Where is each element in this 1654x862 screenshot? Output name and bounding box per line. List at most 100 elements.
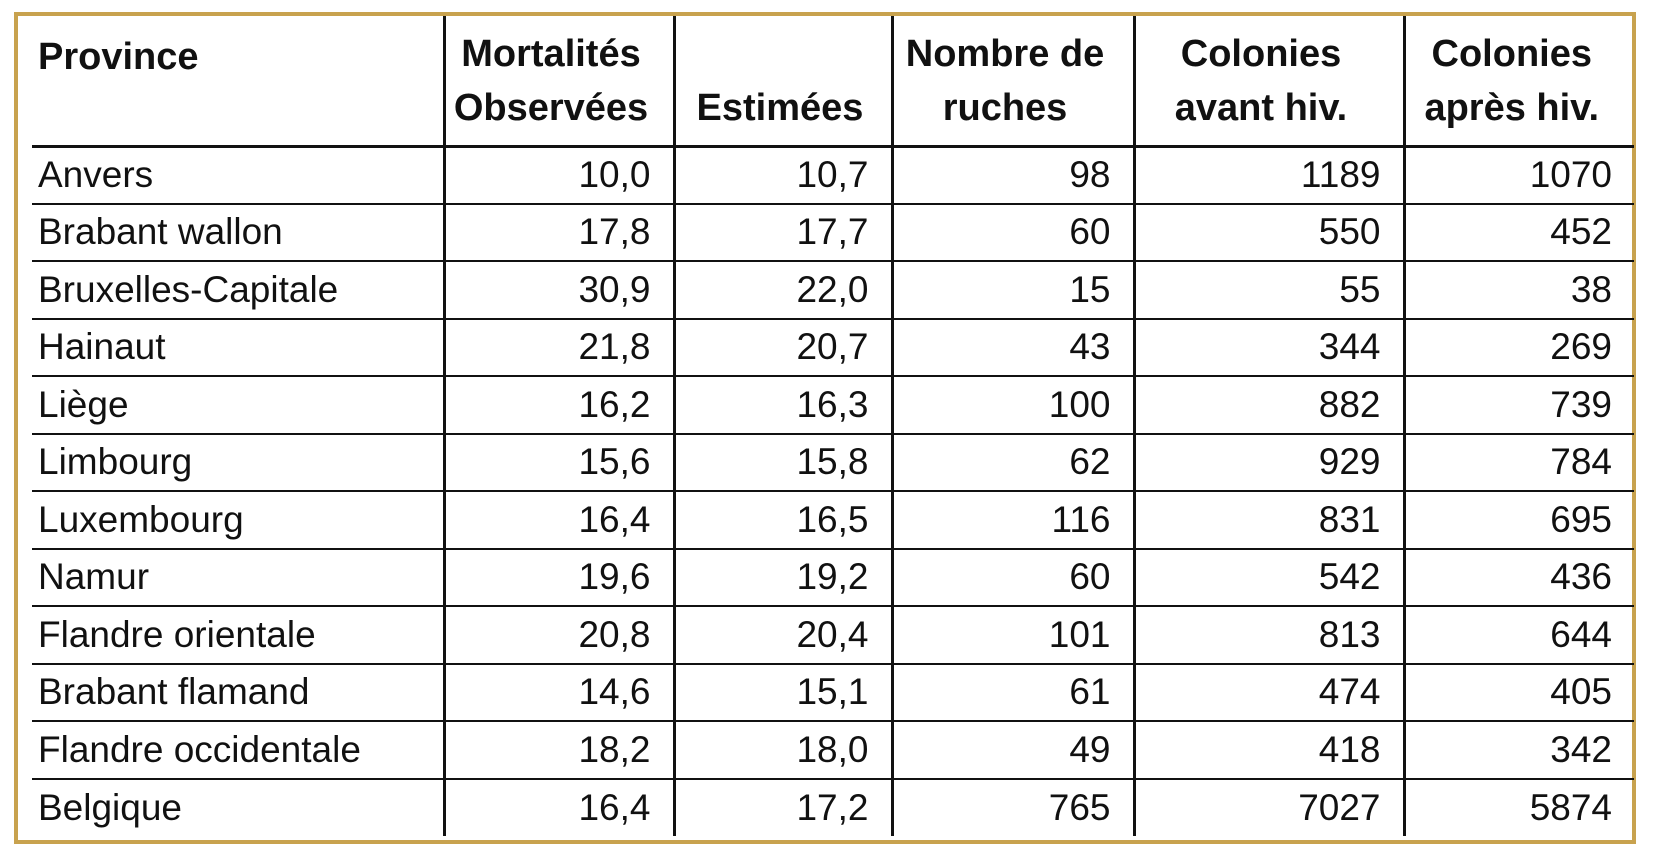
cell-estimees: 19,2 [672, 548, 892, 607]
cell-province: Brabant wallon [32, 203, 444, 262]
cell-apres: 695 [1402, 491, 1634, 550]
table-row: Hainaut 21,8 20,7 43 344 269 [32, 318, 1634, 377]
cell-observees: 21,8 [442, 318, 674, 377]
header-mortalites-label: Mortalités [461, 32, 641, 75]
cell-apres: 452 [1402, 203, 1634, 262]
header-observees-label: Observées [453, 86, 649, 129]
header-row: Province Mortalités Observées Estimées N… [32, 16, 1634, 148]
cell-province: Namur [32, 548, 444, 607]
cell-observees: 10,0 [442, 146, 674, 205]
cell-estimees: 16,3 [672, 376, 892, 435]
cell-apres: 405 [1402, 663, 1634, 722]
header-nombre-label: Nombre de [905, 32, 1105, 75]
cell-apres: 1070 [1402, 146, 1634, 205]
cell-avant: 542 [1132, 548, 1404, 607]
cell-avant: 813 [1132, 606, 1404, 665]
cell-avant: 474 [1132, 663, 1404, 722]
table-row-total: Belgique 16,4 17,2 765 7027 5874 [32, 778, 1634, 836]
cell-ruches: 60 [890, 203, 1134, 262]
cell-ruches: 100 [890, 376, 1134, 435]
cell-province: Belgique [38, 786, 183, 828]
cell-observees: 19,6 [442, 548, 674, 607]
cell-observees: 16,2 [442, 376, 674, 435]
cell-apres: 5874 [1402, 778, 1634, 836]
table-row: Brabant wallon 17,8 17,7 60 550 452 [32, 203, 1634, 262]
cell-estimees: 17,7 [672, 203, 892, 262]
header-ruches-label: ruches [942, 86, 1068, 129]
cell-province: Flandre orientale [32, 606, 444, 665]
header-province-label: Province [38, 36, 199, 78]
header-colonies-avant-label-1: Colonies [1180, 32, 1342, 75]
cell-observees: 16,4 [442, 778, 674, 836]
cell-avant: 882 [1132, 376, 1404, 435]
cell-estimees: 20,4 [672, 606, 892, 665]
table-row: Luxembourg 16,4 16,5 116 831 695 [32, 491, 1634, 550]
cell-province: Flandre occidentale [32, 721, 444, 780]
cell-ruches: 43 [890, 318, 1134, 377]
cell-observees: 17,8 [442, 203, 674, 262]
cell-apres: 784 [1402, 433, 1634, 492]
cell-apres: 38 [1402, 261, 1634, 320]
cell-observees: 20,8 [442, 606, 674, 665]
table-row: Flandre orientale 20,8 20,4 101 813 644 [32, 606, 1634, 665]
cell-avant: 418 [1132, 721, 1404, 780]
cell-apres: 644 [1402, 606, 1634, 665]
header-estimees: Estimées [672, 16, 892, 148]
cell-province: Hainaut [32, 318, 444, 377]
cell-ruches: 101 [890, 606, 1134, 665]
cell-avant: 550 [1132, 203, 1404, 262]
cell-avant: 831 [1132, 491, 1404, 550]
cell-estimees: 22,0 [672, 261, 892, 320]
table-row: Liège 16,2 16,3 100 882 739 [32, 376, 1634, 435]
cell-ruches: 116 [890, 491, 1134, 550]
cell-estimees: 16,5 [672, 491, 892, 550]
table-row: Limbourg 15,6 15,8 62 929 784 [32, 433, 1634, 492]
cell-observees: 30,9 [442, 261, 674, 320]
cell-ruches: 62 [890, 433, 1134, 492]
cell-avant: 55 [1132, 261, 1404, 320]
header-colonies-apres-label-2: après hiv. [1424, 86, 1600, 129]
header-estimees-label: Estimées [696, 86, 864, 129]
cell-apres: 436 [1402, 548, 1634, 607]
mortality-table: Province Mortalités Observées Estimées N… [32, 16, 1634, 836]
cell-province: Brabant flamand [32, 663, 444, 722]
header-colonies-avant: Colonies avant hiv. [1132, 16, 1404, 148]
table-frame: Province Mortalités Observées Estimées N… [14, 12, 1636, 844]
cell-province: Luxembourg [32, 491, 444, 550]
table-row: Brabant flamand 14,6 15,1 61 474 405 [32, 663, 1634, 722]
cell-estimees: 18,0 [672, 721, 892, 780]
cell-province: Limbourg [32, 433, 444, 492]
cell-ruches: 765 [890, 778, 1134, 836]
cell-apres: 739 [1402, 376, 1634, 435]
cell-apres: 269 [1402, 318, 1634, 377]
header-colonies-apres: Colonies après hiv. [1402, 16, 1634, 148]
cell-ruches: 60 [890, 548, 1134, 607]
cell-province: Bruxelles-Capitale [32, 261, 444, 320]
cell-ruches: 61 [890, 663, 1134, 722]
cell-estimees: 15,8 [672, 433, 892, 492]
cell-avant: 1189 [1132, 146, 1404, 205]
cell-observees: 18,2 [442, 721, 674, 780]
header-province: Province [32, 16, 444, 148]
cell-ruches: 49 [890, 721, 1134, 780]
cell-observees: 14,6 [442, 663, 674, 722]
cell-avant: 344 [1132, 318, 1404, 377]
cell-avant: 929 [1132, 433, 1404, 492]
header-nombre-ruches: Nombre de ruches [890, 16, 1134, 148]
table-row: Anvers 10,0 10,7 98 1189 1070 [32, 146, 1634, 205]
header-colonies-avant-label-2: avant hiv. [1174, 86, 1348, 129]
cell-ruches: 98 [890, 146, 1134, 205]
header-colonies-apres-label-1: Colonies [1431, 32, 1592, 75]
cell-avant: 7027 [1132, 778, 1404, 836]
cell-apres: 342 [1402, 721, 1634, 780]
cell-province: Anvers [32, 146, 444, 205]
cell-estimees: 10,7 [672, 146, 892, 205]
cell-province: Liège [32, 376, 444, 435]
table-row: Namur 19,6 19,2 60 542 436 [32, 548, 1634, 607]
table-row: Flandre occidentale 18,2 18,0 49 418 342 [32, 721, 1634, 780]
table-row: Bruxelles-Capitale 30,9 22,0 15 55 38 [32, 261, 1634, 320]
cell-estimees: 20,7 [672, 318, 892, 377]
cell-ruches: 15 [890, 261, 1134, 320]
cell-estimees: 17,2 [672, 778, 892, 836]
header-mortalites-observees: Mortalités Observées [442, 16, 674, 148]
